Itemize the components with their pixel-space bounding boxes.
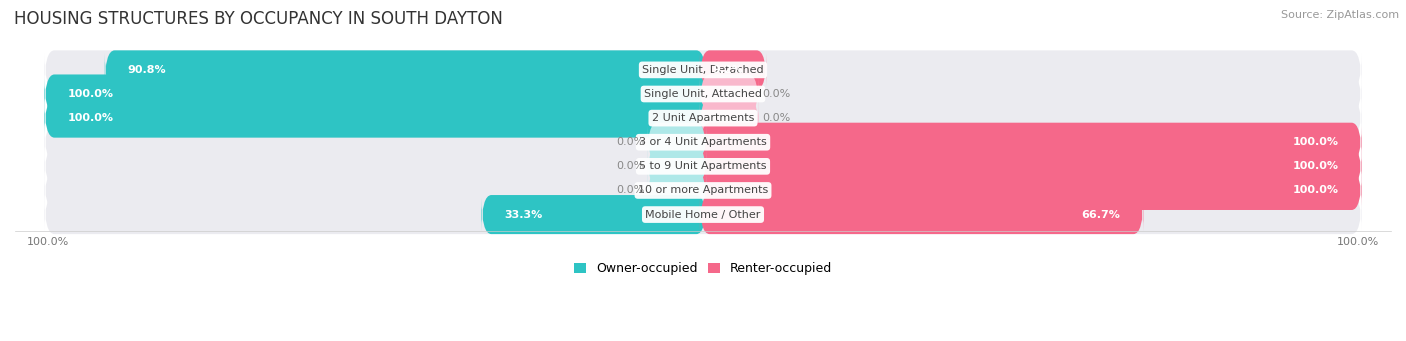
Text: 9.2%: 9.2% — [713, 65, 744, 75]
FancyBboxPatch shape — [45, 147, 1361, 186]
FancyBboxPatch shape — [45, 99, 706, 138]
Text: 0.0%: 0.0% — [762, 89, 790, 99]
FancyBboxPatch shape — [45, 171, 1361, 210]
FancyBboxPatch shape — [700, 123, 1361, 162]
FancyBboxPatch shape — [647, 171, 706, 210]
FancyBboxPatch shape — [45, 195, 1361, 234]
FancyBboxPatch shape — [647, 123, 706, 162]
Text: 33.3%: 33.3% — [505, 210, 543, 220]
Text: 0.0%: 0.0% — [616, 161, 644, 171]
Text: Single Unit, Detached: Single Unit, Detached — [643, 65, 763, 75]
Text: 100.0%: 100.0% — [1292, 137, 1339, 147]
Text: 100.0%: 100.0% — [67, 113, 114, 123]
Text: 100.0%: 100.0% — [67, 89, 114, 99]
Text: 66.7%: 66.7% — [1081, 210, 1121, 220]
FancyBboxPatch shape — [45, 74, 706, 114]
Text: Mobile Home / Other: Mobile Home / Other — [645, 210, 761, 220]
FancyBboxPatch shape — [45, 50, 1361, 89]
FancyBboxPatch shape — [700, 74, 759, 114]
FancyBboxPatch shape — [700, 171, 1361, 210]
Text: 100.0%: 100.0% — [1292, 186, 1339, 195]
Legend: Owner-occupied, Renter-occupied: Owner-occupied, Renter-occupied — [574, 262, 832, 275]
FancyBboxPatch shape — [45, 123, 1361, 162]
FancyBboxPatch shape — [700, 195, 1143, 234]
Text: 0.0%: 0.0% — [762, 113, 790, 123]
Text: 2 Unit Apartments: 2 Unit Apartments — [652, 113, 754, 123]
FancyBboxPatch shape — [647, 147, 706, 186]
FancyBboxPatch shape — [700, 99, 759, 138]
Text: HOUSING STRUCTURES BY OCCUPANCY IN SOUTH DAYTON: HOUSING STRUCTURES BY OCCUPANCY IN SOUTH… — [14, 10, 503, 28]
Text: 5 to 9 Unit Apartments: 5 to 9 Unit Apartments — [640, 161, 766, 171]
Text: 100.0%: 100.0% — [1292, 161, 1339, 171]
Text: 10 or more Apartments: 10 or more Apartments — [638, 186, 768, 195]
Text: 3 or 4 Unit Apartments: 3 or 4 Unit Apartments — [640, 137, 766, 147]
FancyBboxPatch shape — [700, 50, 766, 89]
FancyBboxPatch shape — [700, 147, 1361, 186]
Text: Source: ZipAtlas.com: Source: ZipAtlas.com — [1281, 10, 1399, 20]
FancyBboxPatch shape — [105, 50, 706, 89]
Text: 0.0%: 0.0% — [616, 137, 644, 147]
FancyBboxPatch shape — [45, 99, 1361, 138]
Text: 90.8%: 90.8% — [128, 65, 166, 75]
FancyBboxPatch shape — [45, 74, 1361, 114]
FancyBboxPatch shape — [481, 195, 706, 234]
Text: Single Unit, Attached: Single Unit, Attached — [644, 89, 762, 99]
Text: 0.0%: 0.0% — [616, 186, 644, 195]
